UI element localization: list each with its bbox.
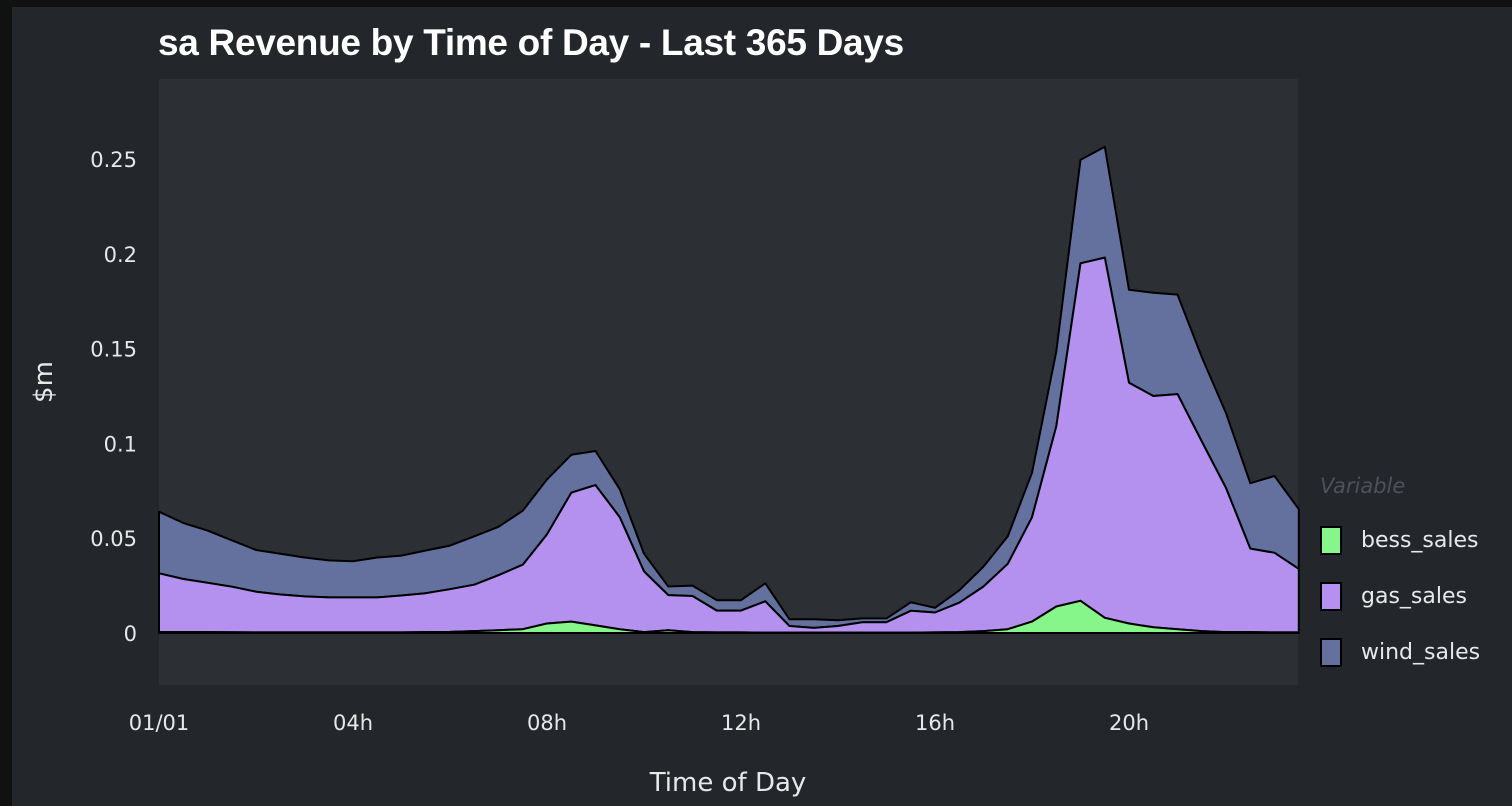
gas-sales-swatch (1320, 581, 1342, 611)
legend-item-gas-sales[interactable]: gas_sales (1320, 568, 1480, 624)
x-tick-label: 01/01 (129, 711, 190, 735)
wind-sales-swatch (1320, 637, 1342, 667)
bess-sales-swatch (1320, 525, 1342, 555)
y-axis-label: $m (29, 361, 59, 403)
x-axis-ticks: 01/01 04h 08h 12h 16h 20h (129, 711, 1149, 735)
x-tick-label: 08h (527, 711, 567, 735)
x-axis-label: Time of Day (649, 768, 807, 798)
y-axis-ticks: 0 0.05 0.1 0.15 0.2 0.25 (90, 148, 137, 646)
y-tick-label: 0.25 (90, 148, 137, 172)
legend-item-bess-sales[interactable]: bess_sales (1320, 512, 1480, 568)
stacked-areas (158, 145, 1300, 634)
x-tick-label: 04h (333, 711, 373, 735)
legend: Variable bess_sales gas_sales wind_sales (1320, 474, 1480, 680)
y-tick-label: 0.15 (90, 338, 137, 362)
bess-sales-area (158, 599, 1300, 634)
legend-label: wind_sales (1361, 639, 1481, 665)
chart-title: sa Revenue by Time of Day - Last 365 Day… (158, 22, 904, 63)
x-tick-label: 20h (1109, 711, 1149, 735)
y-tick-label: 0.1 (104, 432, 137, 456)
x-tick-label: 12h (721, 711, 761, 735)
legend-label: gas_sales (1361, 583, 1467, 609)
legend-item-wind-sales[interactable]: wind_sales (1320, 624, 1480, 680)
legend-title: Variable (1320, 474, 1406, 498)
x-tick-label: 16h (915, 711, 955, 735)
y-tick-label: 0 (124, 622, 137, 646)
y-tick-label: 0.05 (90, 527, 137, 551)
y-tick-label: 0.2 (104, 243, 137, 267)
legend-label: bess_sales (1361, 527, 1479, 553)
